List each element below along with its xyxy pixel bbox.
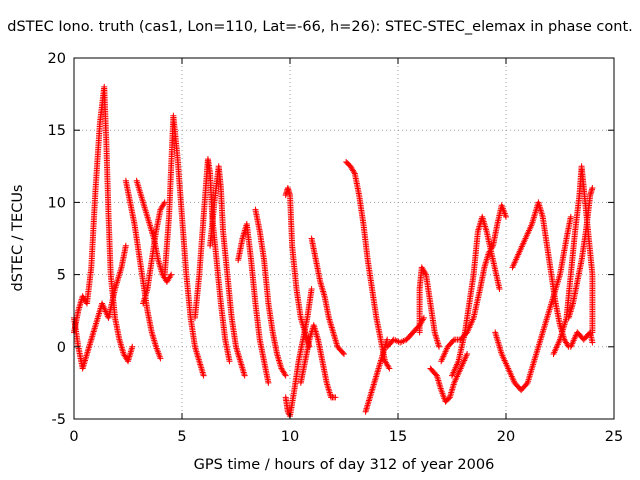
data-point <box>226 358 233 365</box>
x-tick-labels: 0 5 10 15 20 25 <box>69 429 623 445</box>
data-point <box>503 213 509 220</box>
data-point <box>350 169 357 176</box>
y-tick-label: 0 <box>57 340 66 356</box>
x-tick-label: 5 <box>177 429 186 445</box>
tick-marks <box>73 57 615 420</box>
data-point <box>200 372 207 379</box>
x-tick-label: 20 <box>497 429 515 445</box>
y-tick-label: 15 <box>48 123 66 139</box>
x-axis-label: GPS time / hours of day 312 of year 2006 <box>193 457 495 473</box>
x-tick-label: 25 <box>605 429 623 445</box>
data-point <box>386 365 393 372</box>
data-point <box>384 336 391 343</box>
data-point <box>122 242 129 249</box>
data-point <box>385 364 392 371</box>
data-point <box>422 270 429 277</box>
data-point <box>160 200 167 207</box>
data-points <box>71 83 596 420</box>
data-point <box>129 343 136 350</box>
y-tick-label: 20 <box>48 51 66 67</box>
data-point <box>167 273 174 280</box>
y-tick-label: -5 <box>52 412 66 428</box>
data-point <box>282 372 289 379</box>
data-point <box>241 372 248 379</box>
data-point <box>168 271 175 278</box>
data-point <box>450 337 457 344</box>
data-point <box>589 184 596 191</box>
data-point <box>281 371 288 378</box>
y-tick-label: 5 <box>57 268 66 284</box>
data-point <box>496 286 503 293</box>
plot-border <box>73 57 615 420</box>
chart-title: dSTEC Iono. truth (cas1, Lon=110, Lat=-6… <box>7 19 633 35</box>
data-point <box>157 355 164 362</box>
data-point <box>308 286 315 293</box>
data-point <box>464 351 471 358</box>
data-point <box>589 339 596 346</box>
data-point <box>341 351 347 358</box>
x-tick-label: 15 <box>389 429 407 445</box>
x-tick-label: 10 <box>281 429 299 445</box>
y-axis-label: dSTEC / TECUs <box>10 184 26 292</box>
x-tick-label: 0 <box>69 429 78 445</box>
data-point <box>339 349 346 356</box>
y-tick-label: 10 <box>48 195 66 211</box>
data-point <box>567 213 574 220</box>
data-point <box>420 314 427 321</box>
data-point <box>436 343 443 350</box>
data-point <box>420 316 427 323</box>
y-tick-labels: -5 0 5 10 15 20 <box>48 51 66 428</box>
data-point <box>332 394 339 401</box>
plot-frame <box>73 57 615 420</box>
data-point <box>265 379 272 386</box>
